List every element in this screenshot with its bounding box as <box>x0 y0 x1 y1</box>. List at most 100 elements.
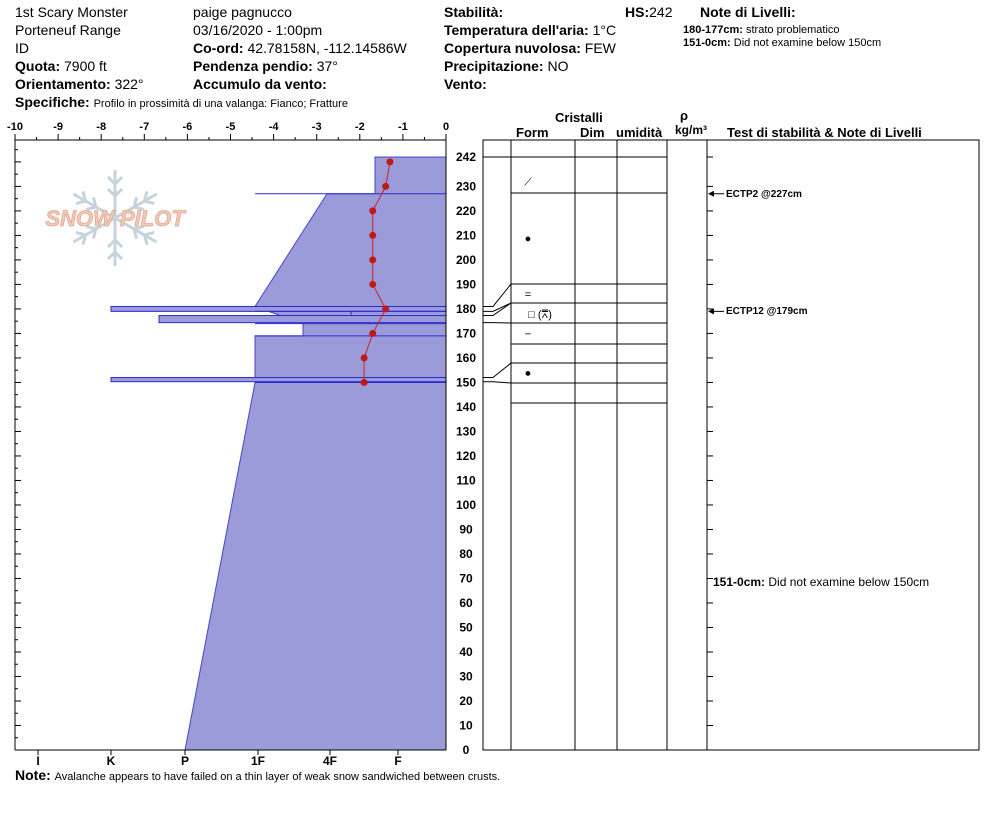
hardness-tick-label: 4F <box>323 754 337 768</box>
height-tick-label: 190 <box>456 277 476 291</box>
snowflake-branch <box>133 224 145 231</box>
air-temp-label: Temperatura dell'aria: <box>444 22 589 38</box>
layer-note-1: 180-177cm: strato problematico <box>683 24 840 37</box>
precip-label: Precipitazione: <box>444 58 544 74</box>
layer-notes-title: Note di Livelli: <box>700 4 796 20</box>
temp-tick-label: -1 <box>398 121 408 133</box>
temp-tick-label: -9 <box>53 121 63 133</box>
site-name: 1st Scary Monster <box>15 4 128 20</box>
height-tick-label: 70 <box>459 571 473 585</box>
snowflake-branch <box>142 234 149 246</box>
tests-header: Test di stabilità & Note di Livelli <box>727 125 922 140</box>
hardness-thin-layer <box>110 377 447 383</box>
layer-connector <box>483 302 512 317</box>
temp-tick-label: -10 <box>7 121 23 133</box>
hardness-tick-label: 1F <box>251 754 265 768</box>
hs-row: HS:242 <box>625 4 672 20</box>
snowflake-branch <box>113 187 124 198</box>
height-tick-label: 210 <box>456 228 476 242</box>
left-axes: -10 -9 -8 -7 -6 -5 -4 -3 -2 -1 0I K P 1F 4F F <box>7 121 449 768</box>
temperature-point <box>382 182 390 190</box>
cloud-value: FEW <box>584 40 616 56</box>
stability-row: Stabilità: <box>444 4 503 20</box>
height-tick-label: 80 <box>459 547 473 561</box>
snowflake-branch <box>142 190 149 202</box>
crystals-header: Cristalli <box>555 110 603 125</box>
snowflake-branch <box>85 205 97 212</box>
bottom-layer-note-range: 151-0cm: <box>713 575 766 589</box>
temp-tick-label: -3 <box>312 121 322 133</box>
stability-test-1: ECTP2 @227cm <box>726 188 802 200</box>
height-tick-label: 150 <box>456 375 476 389</box>
grain-form-symbol: = <box>525 289 531 301</box>
wind-label: Vento: <box>444 76 487 92</box>
temp-tick-label: -5 <box>226 121 236 133</box>
height-tick-label: 230 <box>456 179 476 193</box>
cloud-row: Copertura nuvolosa: FEW <box>444 40 616 56</box>
layer-connector <box>483 362 512 379</box>
layer-note-2: 151-0cm: Did not examine below 150cm <box>683 37 881 50</box>
temp-tick-label: -4 <box>269 121 280 133</box>
temperature-point <box>369 280 377 288</box>
elevation-value: 7900 ft <box>64 58 107 74</box>
temperature-line <box>363 161 391 383</box>
snowflake-branch <box>144 230 155 237</box>
temperature-point <box>386 158 394 166</box>
snowflake-branch <box>113 250 124 261</box>
slope-value: 37° <box>316 58 338 74</box>
temperature-point <box>369 329 377 337</box>
height-tick-label: 120 <box>456 449 476 463</box>
snowflake-branch <box>106 250 117 261</box>
hardness-tick-label: I <box>36 754 39 768</box>
height-tick-label: 130 <box>456 424 476 438</box>
temp-tick-label: -2 <box>355 121 365 133</box>
hardness-thin-layer <box>158 315 447 324</box>
test-arrow-head <box>708 308 714 315</box>
coords-value: 42.78158N, -112.14586W <box>247 40 407 56</box>
snowflake-branch <box>91 228 98 240</box>
height-tick-label: 50 <box>459 620 473 634</box>
temperature-point <box>369 256 377 264</box>
bottom-layer-note: 151-0cm: Did not examine below 150cm <box>713 576 929 589</box>
hardness-thin-layer <box>110 305 447 312</box>
hardness-profile <box>110 156 447 751</box>
wind-row: Vento: <box>444 76 487 92</box>
height-tick-label: 170 <box>456 326 476 340</box>
snowflake-branch <box>113 175 124 186</box>
aspect-label: Orientamento: <box>15 76 111 92</box>
height-tick-label: 40 <box>459 645 473 659</box>
snowflake-branch <box>106 238 117 249</box>
slope-label: Pendenza pendio: <box>193 58 313 74</box>
snowflake-branch <box>91 196 98 208</box>
hs-label: HS: <box>625 4 650 20</box>
crystal-panel: 2422302202102001901801701601501401301201… <box>456 139 980 757</box>
layer-connector <box>483 381 512 384</box>
snowflake-branch <box>85 224 97 231</box>
temperature-point <box>369 207 377 215</box>
grain-form-symbol: ● <box>525 233 532 245</box>
footer-note-text: Avalanche appears to have failed on a th… <box>54 771 501 783</box>
mountain-range: Porteneuf Range <box>15 22 121 38</box>
cloud-label: Copertura nuvolosa: <box>444 40 581 56</box>
layer-connector <box>483 283 512 307</box>
temp-tick-label: -8 <box>96 121 106 133</box>
hardness-area <box>185 157 446 750</box>
crystal-panel-frame <box>482 139 980 751</box>
density-unit: kg/m³ <box>675 123 708 137</box>
temperature-profile <box>360 158 394 386</box>
temperature-point <box>369 231 377 239</box>
aspect-value: 322° <box>114 76 144 92</box>
temp-tick-label: -6 <box>183 121 193 133</box>
snowflake-branch <box>113 238 124 249</box>
bottom-layer-note-text: Did not examine below 150cm <box>768 575 930 589</box>
height-tick-label: 140 <box>456 400 476 414</box>
hardness-tick-label: F <box>394 754 401 768</box>
snowflake-branch <box>81 190 88 202</box>
snowpilot-watermark: SNOW PILOT <box>45 170 187 266</box>
height-tick-label: 60 <box>459 596 473 610</box>
height-tick-label: 100 <box>456 498 476 512</box>
size-header: Dim <box>580 125 605 140</box>
test-arrow-head <box>708 190 714 197</box>
elevation-label: Quota: <box>15 58 61 74</box>
air-temp-value: 1°C <box>592 22 617 38</box>
